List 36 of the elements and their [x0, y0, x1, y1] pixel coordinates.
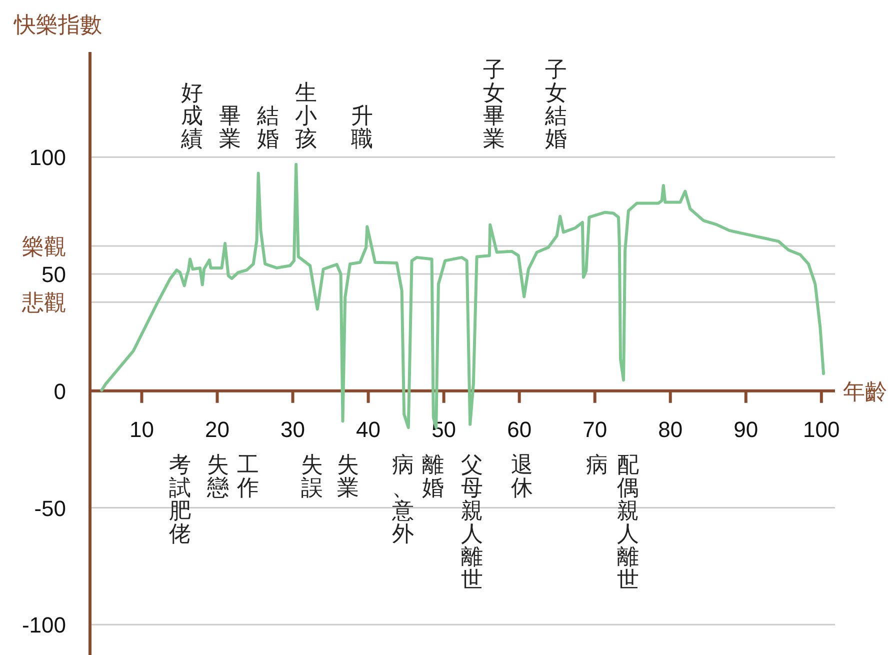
- annotation: 病、意外: [391, 452, 414, 546]
- annotation: 失誤: [301, 452, 323, 500]
- annotation: 退休: [511, 452, 533, 500]
- annotation: 子女結婚: [544, 57, 567, 151]
- annotation: 結婚: [256, 103, 279, 151]
- annotation: 考試肥佬: [169, 452, 191, 546]
- y-tick-label: -50: [34, 496, 66, 521]
- x-tick-label: 100: [803, 416, 840, 442]
- x-tick-label: 20: [205, 416, 230, 442]
- x-tick-label: 80: [658, 416, 683, 442]
- x-tick-label: 60: [507, 416, 532, 442]
- y-tick-label: 100: [29, 145, 66, 170]
- annotation: 升職: [351, 103, 373, 151]
- y-tick-label: 悲觀: [21, 290, 66, 316]
- x-tick-label: 70: [582, 416, 608, 442]
- y-tick-label: 0: [54, 378, 66, 404]
- y-tick-label: -100: [22, 612, 66, 638]
- x-axis-title: 年齡: [843, 378, 887, 404]
- x-tick-label: 40: [356, 416, 381, 442]
- y-tick-label: 50: [42, 262, 66, 288]
- annotation: 畢業: [219, 103, 241, 151]
- x-tick-label: 10: [129, 416, 154, 442]
- x-tick-label: 90: [734, 416, 758, 442]
- y-tick-label: 樂觀: [22, 234, 66, 259]
- annotation: 父母親人離世: [461, 452, 483, 592]
- annotation: 工作: [236, 452, 259, 500]
- annotation: 失戀: [206, 452, 229, 500]
- x-tick-label: 30: [280, 416, 306, 442]
- annotation: 配偶親人離世: [617, 452, 639, 592]
- annotation: 好成績: [180, 80, 203, 151]
- annotation: 離婚: [422, 452, 444, 500]
- annotation: 生小孩: [295, 80, 317, 151]
- y-axis-title: 快樂指數: [13, 12, 102, 37]
- annotation: 病: [586, 452, 608, 477]
- annotation: 子女畢業: [483, 57, 505, 151]
- annotation: 失業: [337, 452, 359, 500]
